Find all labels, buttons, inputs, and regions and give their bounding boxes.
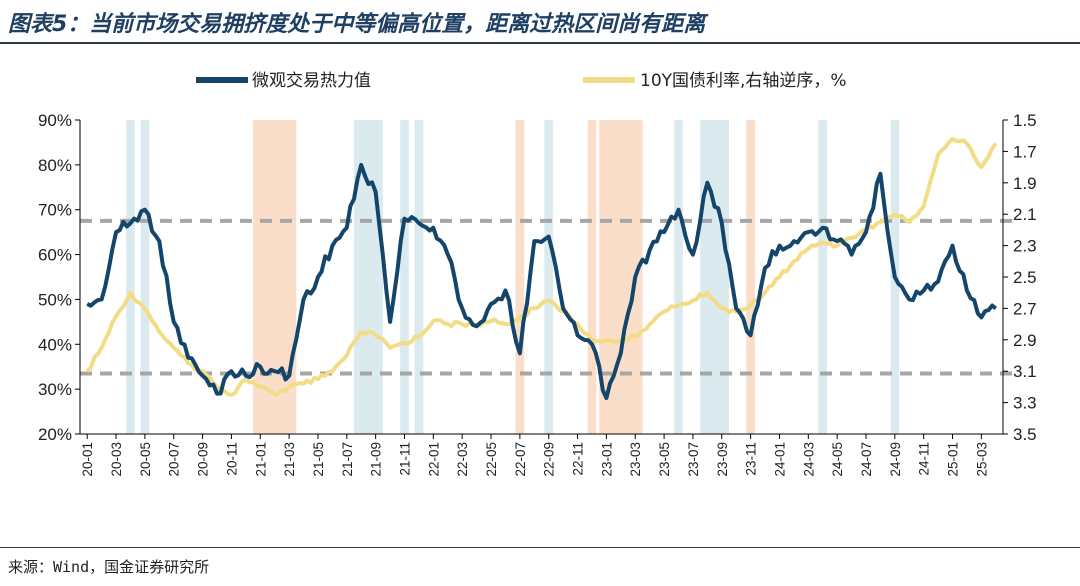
shaded-period-4 <box>400 120 409 434</box>
x-tick-label-8: 21-05 <box>311 442 326 477</box>
legend-label-1: 10Y国债利率,右轴逆序，% <box>640 71 847 91</box>
x-tick-label-1: 20-03 <box>109 442 124 477</box>
y-right-tick-label-0: 1.5 <box>1013 111 1037 130</box>
shaded-periods <box>126 120 900 434</box>
shaded-period-11 <box>700 120 729 434</box>
shaded-period-7 <box>544 120 554 434</box>
x-tick-label-15: 22-07 <box>513 442 528 477</box>
x-tick-label-20: 23-05 <box>657 442 672 477</box>
x-tick-label-10: 21-09 <box>369 442 384 477</box>
heat-series-line <box>86 162 998 401</box>
shaded-period-2 <box>253 120 297 434</box>
x-tick-label-2: 20-05 <box>138 442 153 477</box>
x-tick-label-28: 24-09 <box>888 442 903 477</box>
shaded-period-5 <box>414 120 424 434</box>
x-tick-label-9: 21-07 <box>340 442 355 477</box>
x-tick-label-29: 24-11 <box>917 442 932 476</box>
y-right-tick-label-7: 2.9 <box>1013 331 1037 350</box>
x-tick-label-27: 24-07 <box>859 442 874 477</box>
x-tick-label-12: 22-01 <box>426 442 441 477</box>
x-tick-label-3: 20-07 <box>167 442 182 477</box>
x-tick-label-18: 23-01 <box>599 442 614 477</box>
source-note: 来源：Wind，国金证券研究所 <box>8 558 210 576</box>
x-tick-label-31: 25-03 <box>974 442 989 477</box>
legend: 微观交易热力值 10Y国债利率,右轴逆序，% <box>196 71 847 91</box>
x-tick-label-25: 24-03 <box>801 442 816 477</box>
shaded-period-1 <box>140 120 150 434</box>
y-left-tick-label-1: 30% <box>38 380 72 399</box>
y-right-tick-label-8: 3.1 <box>1013 362 1037 381</box>
x-tick-label-11: 21-11 <box>398 442 413 476</box>
y-right-tick-label-5: 2.5 <box>1013 268 1037 287</box>
x-tick-label-7: 21-03 <box>282 442 297 477</box>
shaded-period-8 <box>587 120 597 434</box>
y-right-tick-label-4: 2.3 <box>1013 237 1037 256</box>
y-left-tick-label-0: 20% <box>38 425 72 444</box>
y-right-tick-label-3: 2.1 <box>1013 205 1037 224</box>
y-left-tick-label-6: 80% <box>38 156 72 175</box>
x-tick-label-0: 20-01 <box>80 442 95 477</box>
legend-label-0: 微观交易热力值 <box>252 71 371 91</box>
y-left-tick-label-7: 90% <box>38 111 72 130</box>
y-left-tick-label-5: 70% <box>38 201 72 220</box>
y-left-tick-label-3: 50% <box>38 290 72 309</box>
x-tick-label-22: 23-09 <box>715 442 730 477</box>
x-tick-label-14: 22-05 <box>484 442 499 477</box>
shaded-period-0 <box>126 120 135 434</box>
x-tick-label-6: 21-01 <box>253 442 268 477</box>
x-tick-label-26: 24-05 <box>830 442 845 477</box>
page-title: 图表5：当前市场交易拥挤度处于中等偏高位置，距离过热区间尚有距离 <box>8 12 706 37</box>
x-tick-label-5: 20-11 <box>224 442 239 476</box>
reference-lines <box>80 218 1020 376</box>
x-tick-label-17: 22-11 <box>571 442 586 476</box>
y-right-tick-label-2: 1.9 <box>1013 174 1037 193</box>
y-right-tick-label-6: 2.7 <box>1013 299 1037 318</box>
x-tick-label-16: 22-09 <box>542 442 557 477</box>
y-right-tick-label-9: 3.3 <box>1013 394 1037 413</box>
yield-series-line <box>85 136 998 397</box>
shaded-period-6 <box>515 120 525 434</box>
x-tick-label-30: 25-01 <box>946 442 961 477</box>
shaded-period-12 <box>746 120 755 434</box>
x-tick-label-23: 23-11 <box>744 442 759 476</box>
x-tick-label-24: 24-01 <box>773 442 788 477</box>
y-right-tick-label-10: 3.5 <box>1013 425 1037 444</box>
x-tick-label-19: 23-03 <box>628 442 643 477</box>
y-right-tick-label-1: 1.7 <box>1013 142 1037 161</box>
x-tick-label-4: 20-09 <box>196 442 211 477</box>
x-tick-label-13: 22-03 <box>455 442 470 477</box>
x-tick-label-21: 23-07 <box>686 442 701 477</box>
series-lines <box>85 136 998 401</box>
shaded-period-10 <box>674 120 683 434</box>
y-left-tick-label-4: 60% <box>38 246 72 265</box>
title-divider <box>0 42 1080 44</box>
source-divider <box>0 547 1080 548</box>
shaded-period-13 <box>818 120 828 434</box>
axes: 20% 30% 40% 50% 60% 70% 80% 90% 1.5 1.7 1.9 2.1 2.3 2… <box>38 111 1037 477</box>
y-left-tick-label-2: 40% <box>38 335 72 354</box>
shaded-period-3 <box>354 120 383 434</box>
